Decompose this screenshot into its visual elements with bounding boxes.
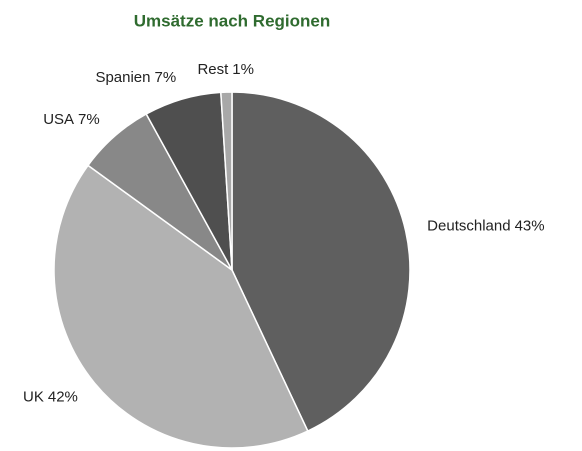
pie-slice [53,164,309,449]
slice-label: UK 42% [23,388,78,405]
slice-label: Spanien 7% [95,69,176,86]
slice-value: 1% [232,61,254,78]
slice-label: USA 7% [43,111,100,128]
slice-category: Deutschland [427,217,510,234]
chart-title: Umsätze nach Regionen [134,11,331,30]
slice-category: UK [23,388,44,405]
slice-value: 7% [155,69,177,86]
pie-slice [231,91,411,433]
slice-label: Rest 1% [197,61,254,78]
slice-value: 7% [78,111,100,128]
slice-category: Rest [197,61,229,78]
slice-value: 43% [515,217,545,234]
slice-category: USA [43,111,74,128]
slice-category: Spanien [95,69,150,86]
pie-slice [220,91,233,271]
slice-value: 42% [48,388,78,405]
slice-label: Deutschland 43% [427,217,544,234]
